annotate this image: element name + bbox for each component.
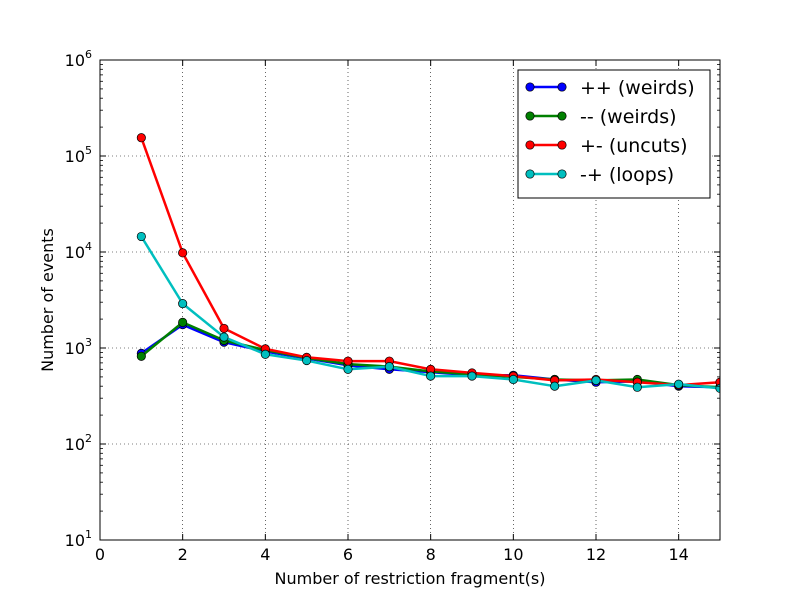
legend-marker xyxy=(525,169,535,179)
data-point xyxy=(384,362,394,372)
legend-item: -+ (loops) xyxy=(525,164,674,186)
data-point xyxy=(343,356,353,366)
y-axis-label: Number of events xyxy=(38,228,57,372)
series-layer xyxy=(136,133,720,393)
data-point xyxy=(302,356,312,366)
x-axis-label: Number of restriction fragment(s) xyxy=(275,569,546,588)
x-tick-label: 0 xyxy=(95,545,105,564)
axis-ticks: 0 2 4 6 8 10 12 14 101 102 103 104 105 106 xyxy=(65,48,720,564)
x-tick-label: 2 xyxy=(178,545,188,564)
data-point xyxy=(219,332,229,342)
data-point xyxy=(550,381,560,391)
data-point xyxy=(178,317,188,327)
legend-label: -- (weirds) xyxy=(580,106,677,128)
data-point xyxy=(508,374,518,385)
legend-marker xyxy=(557,169,567,179)
legend-marker xyxy=(557,111,567,121)
legend-item: ++ (weirds) xyxy=(525,77,695,99)
legend-marker xyxy=(525,82,535,92)
data-point xyxy=(591,375,601,385)
data-point xyxy=(136,351,146,361)
y-tick-label: 102 xyxy=(65,432,92,454)
data-point xyxy=(178,248,188,258)
y-tick-label: 104 xyxy=(65,240,92,262)
legend-label: -+ (loops) xyxy=(580,164,674,186)
legend-marker xyxy=(557,82,567,92)
y-tick-label: 105 xyxy=(65,144,92,166)
data-point xyxy=(136,231,146,242)
series-4 xyxy=(136,231,720,393)
data-point xyxy=(467,371,477,381)
plot-frame xyxy=(99,59,721,541)
legend-label: ++ (weirds) xyxy=(580,77,695,99)
legend-box xyxy=(517,69,711,199)
data-point xyxy=(219,323,229,333)
legend-label: +- (uncuts) xyxy=(580,135,688,157)
legend-item: +- (uncuts) xyxy=(525,135,688,157)
y-tick-label: 106 xyxy=(65,48,92,70)
x-tick-label: 12 xyxy=(586,545,606,564)
legend-item: -- (weirds) xyxy=(525,106,677,128)
legend-marker xyxy=(525,111,535,121)
x-tick-label: 8 xyxy=(426,545,436,564)
data-point xyxy=(674,379,684,389)
data-point xyxy=(260,349,270,359)
x-tick-label: 14 xyxy=(668,545,688,564)
data-point xyxy=(632,382,642,392)
data-point xyxy=(178,299,188,309)
legend-marker xyxy=(525,140,535,150)
x-tick-label: 4 xyxy=(260,545,270,564)
data-point xyxy=(136,133,146,143)
x-tick-label: 10 xyxy=(503,545,523,564)
x-tick-label: 6 xyxy=(343,545,353,564)
legend: ++ (weirds) -- (weirds) +- (uncuts) -+ (loo… xyxy=(517,69,711,199)
y-tick-label: 103 xyxy=(65,336,92,358)
legend-marker xyxy=(557,140,567,150)
data-point xyxy=(343,364,353,374)
data-point xyxy=(426,371,436,381)
y-tick-label: 101 xyxy=(65,528,92,550)
